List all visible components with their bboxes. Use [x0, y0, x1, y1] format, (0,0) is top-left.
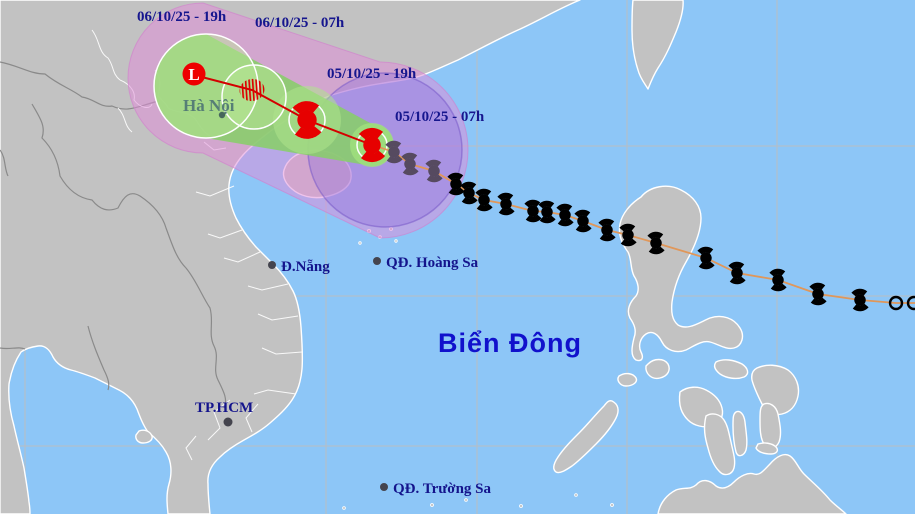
- forecast-time-labels: 06/10/25 - 19h 06/10/25 - 07h 05/10/25 -…: [137, 9, 485, 125]
- hanoi-label: Hà Nội: [183, 96, 235, 115]
- landmass-negros: [703, 413, 736, 476]
- place-labels: Hà Nội Đ.Nẵng QĐ. Hoàng Sa TP.HCM QĐ. Tr…: [183, 96, 582, 497]
- hcm-label: TP.HCM: [195, 400, 253, 416]
- hoangsa-dot: [373, 257, 381, 265]
- landmass-island: [713, 359, 749, 380]
- tropical-depression-icon: [239, 78, 265, 102]
- forecast-time-label: 05/10/25 - 07h: [395, 109, 485, 125]
- open-circle-marker: [906, 295, 915, 311]
- hanoi-dot: [218, 111, 226, 119]
- genesis-points: [888, 295, 915, 311]
- low-pressure-letter: L: [188, 65, 199, 84]
- open-circle-marker: [888, 295, 904, 311]
- landmass-mindanao: [657, 453, 847, 514]
- landmass-island: [755, 442, 779, 455]
- truongsa-label: QĐ. Trường Sa: [393, 481, 492, 497]
- forecast-track-line: [193, 74, 373, 146]
- country-borders: [0, 61, 227, 409]
- forecast-time-label: 05/10/25 - 19h: [327, 66, 417, 82]
- landmass-cebu: [732, 410, 748, 457]
- landmass-island: [617, 372, 638, 387]
- landmass-taiwan: [631, 0, 684, 90]
- sea-name-label: Biển Đông: [438, 328, 582, 358]
- landmass-samar: [751, 364, 800, 416]
- past-track-line: [371, 144, 915, 304]
- forecast-time-label: 06/10/25 - 07h: [255, 15, 345, 31]
- landmass-island: [135, 429, 153, 444]
- landmass-luzon: [618, 185, 744, 362]
- landmass-island: [645, 358, 670, 380]
- danang-dot: [268, 261, 276, 269]
- landmass-mindoro: [553, 400, 619, 474]
- hoangsa-label: QĐ. Hoàng Sa: [386, 255, 479, 271]
- danang-label: Đ.Nẵng: [281, 259, 330, 275]
- forecast-time-label: 06/10/25 - 19h: [137, 9, 227, 25]
- low-pressure-marker: L: [182, 62, 206, 86]
- hcm-dot: [223, 417, 233, 427]
- truongsa-dot: [380, 483, 388, 491]
